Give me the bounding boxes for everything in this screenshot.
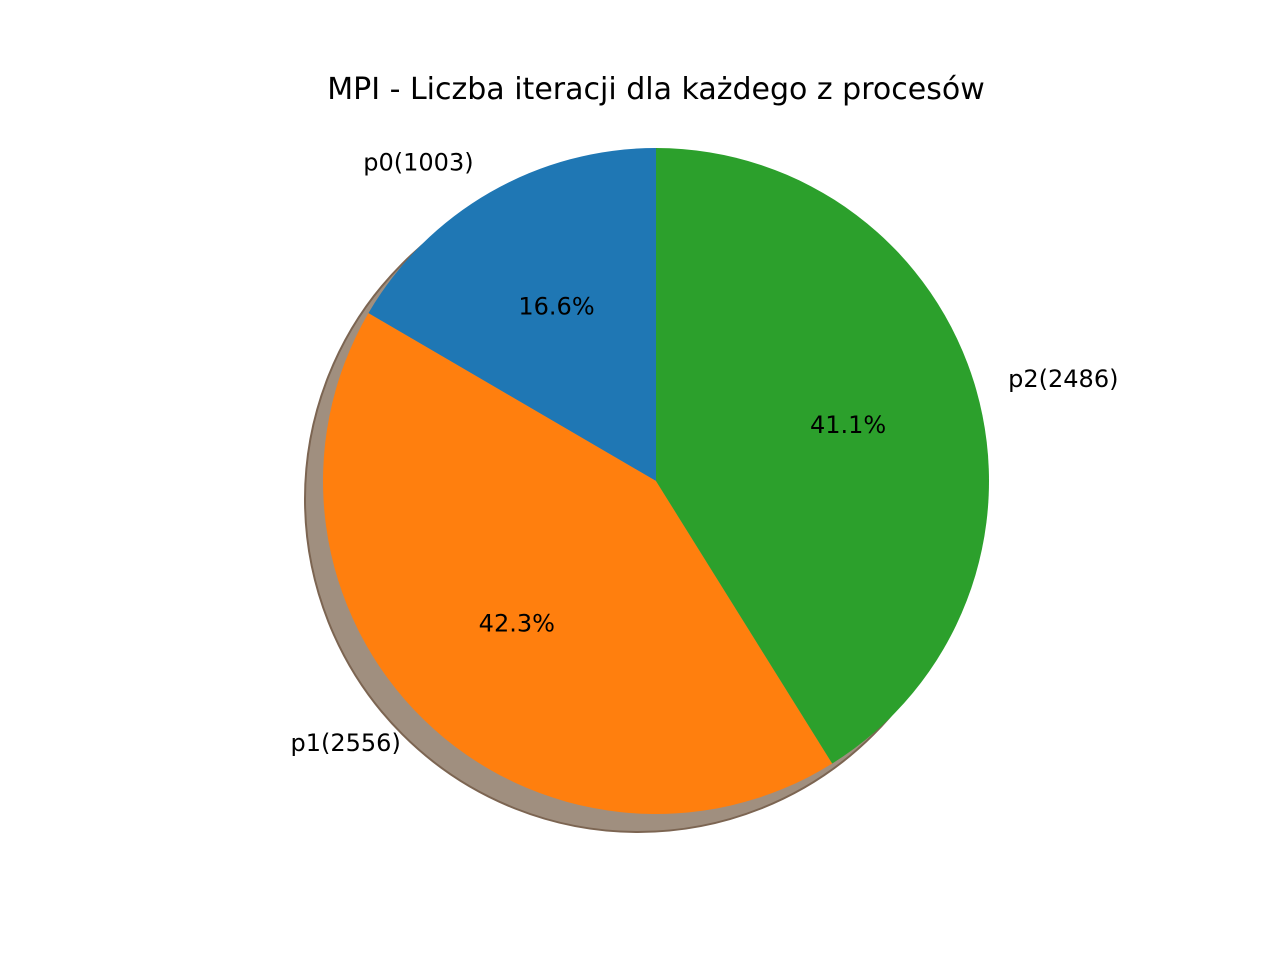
- slice-percent-p0: 16.6%: [518, 293, 594, 321]
- pie-slice-p1: [323, 313, 833, 814]
- slice-percent-p1: 42.3%: [479, 609, 555, 637]
- pie-slice-p2: [656, 147, 989, 764]
- slice-label-p1: p1(2556): [291, 729, 401, 757]
- slice-percent-p2: 41.1%: [810, 411, 886, 439]
- slice-label-p0: p0(1003): [363, 148, 473, 176]
- chart-title: MPI - Liczba iteracji dla każdego z proc…: [327, 72, 984, 107]
- slice-label-p2: p2(2486): [1008, 365, 1118, 393]
- pie-slice-layer: [323, 147, 989, 814]
- pie-slice-p0: [368, 148, 656, 481]
- pie-label-layer: p0(1003) 16.6% p1(2556) 42.3% p2(2486) 41.1%: [291, 148, 1119, 756]
